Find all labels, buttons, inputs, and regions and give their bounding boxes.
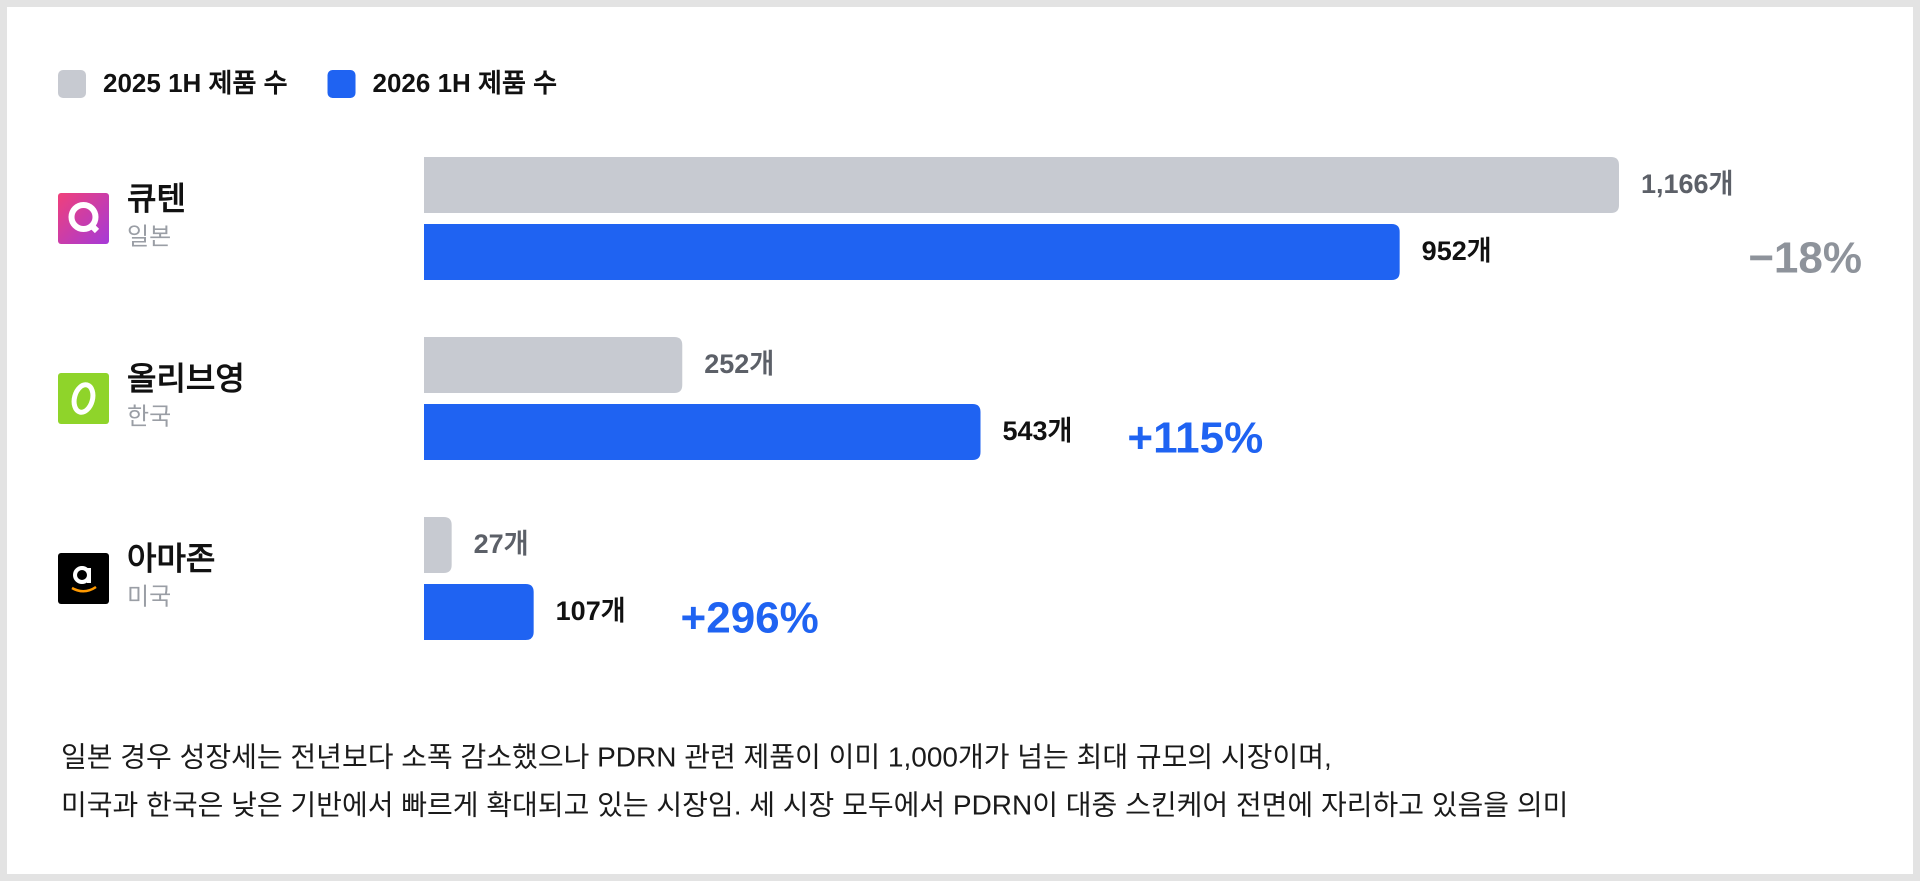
- legend-label: 2025 1H 제품 수: [103, 68, 288, 98]
- change-label: +115%: [1127, 414, 1263, 463]
- logo-qoo10: [58, 193, 109, 244]
- bar: [424, 157, 1619, 213]
- value-label: 952개: [1422, 236, 1492, 266]
- category-label: 큐텐: [127, 180, 186, 216]
- legend-label: 2026 1H 제품 수: [373, 68, 558, 98]
- bar: [424, 517, 452, 573]
- logo-oliveyoung: [58, 373, 109, 424]
- note-line: 일본 경우 성장세는 전년보다 소폭 감소했으나 PDRN 관련 제품이 이미 …: [61, 741, 1332, 772]
- legend-swatch: [327, 70, 356, 98]
- value-label: 1,166개: [1641, 169, 1733, 199]
- legend-swatch: [58, 70, 86, 98]
- value-label: 252개: [704, 349, 774, 379]
- logo-amazon: [58, 553, 109, 604]
- category-subtitle: 미국: [127, 583, 171, 610]
- change-label: +296%: [681, 594, 819, 643]
- bar: [424, 224, 1400, 280]
- bar: [424, 404, 981, 460]
- bar: [424, 584, 534, 640]
- bar: [424, 337, 683, 393]
- category-subtitle: 한국: [127, 403, 171, 430]
- category-subtitle: 일본: [127, 223, 171, 250]
- value-label: 543개: [1003, 416, 1073, 446]
- value-label: 107개: [556, 596, 626, 626]
- note-line: 미국과 한국은 낮은 기반에서 빠르게 확대되고 있는 시장임. 세 시장 모두…: [61, 789, 1568, 820]
- value-label: 27개: [474, 529, 529, 559]
- change-label: −18%: [1748, 234, 1862, 283]
- category-label: 아마존: [127, 540, 215, 576]
- category-label: 올리브영: [127, 360, 245, 396]
